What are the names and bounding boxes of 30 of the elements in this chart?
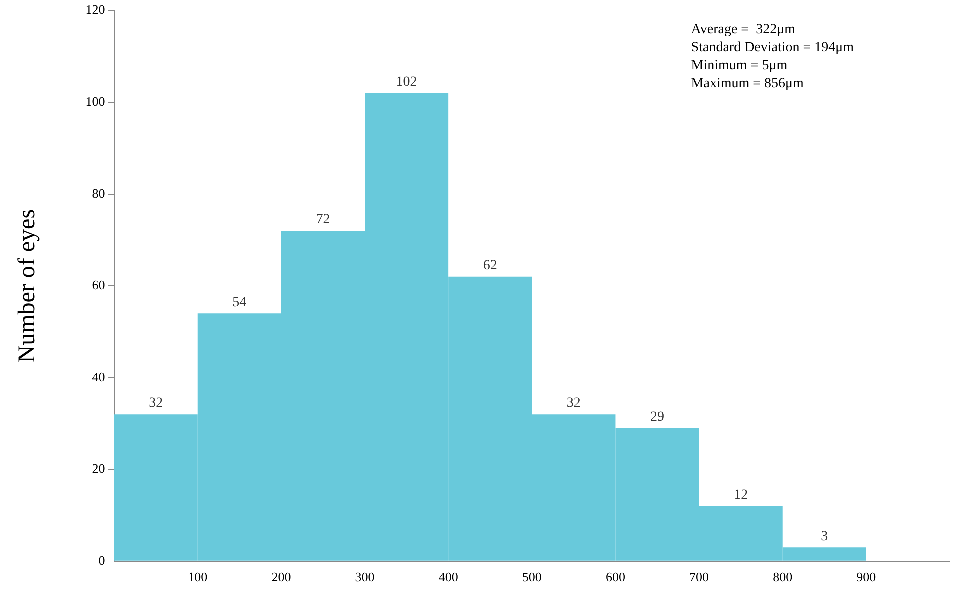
data-label: 12 bbox=[734, 488, 748, 504]
annotation: Minimum = 5μm bbox=[691, 58, 788, 74]
data-label: 32 bbox=[566, 396, 581, 412]
y-tick-label: 20 bbox=[92, 461, 106, 476]
y-tick-label: 120 bbox=[86, 2, 106, 18]
y-tick-label: 100 bbox=[86, 94, 106, 109]
data-label: 3 bbox=[821, 529, 828, 544]
annotation: Standard Deviation = 194μm bbox=[691, 40, 854, 56]
y-tick-label: 80 bbox=[92, 186, 106, 201]
data-label: 102 bbox=[396, 75, 418, 90]
annotation: Maximum = 856μm bbox=[691, 76, 804, 92]
x-tick-label: 700 bbox=[690, 570, 710, 585]
data-label: 54 bbox=[232, 295, 247, 310]
y-axis-title: Number of eyes bbox=[14, 209, 41, 363]
x-tick-label: 300 bbox=[355, 570, 375, 585]
x-tick-label: 500 bbox=[522, 570, 542, 585]
data-label: 29 bbox=[650, 410, 665, 426]
y-tick-label: 60 bbox=[92, 278, 106, 293]
data-label: 32 bbox=[149, 396, 164, 412]
x-tick-label: 900 bbox=[856, 570, 876, 585]
x-tick-label: 800 bbox=[773, 570, 793, 585]
x-tick-label: 200 bbox=[272, 570, 292, 585]
x-tick-label: 600 bbox=[606, 570, 626, 585]
data-label: 72 bbox=[316, 212, 330, 228]
y-tick-label: 40 bbox=[92, 369, 106, 384]
annotation: Average = 322μm bbox=[691, 22, 796, 38]
x-tick-label: 100 bbox=[188, 570, 208, 585]
data-label: 62 bbox=[483, 258, 498, 274]
x-tick-label: 400 bbox=[438, 570, 458, 585]
y-tick-label: 0 bbox=[98, 552, 106, 568]
